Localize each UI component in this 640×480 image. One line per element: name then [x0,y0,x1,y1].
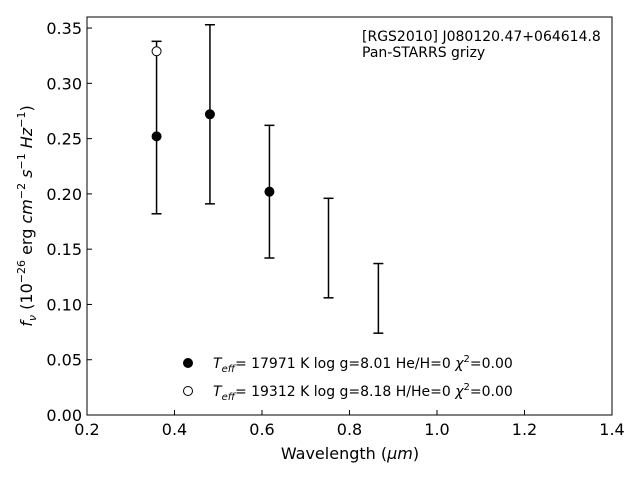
x-axis-label: Wavelength (μm) [281,444,419,463]
error-bars [151,23,384,334]
y-tick-label: 0.25 [46,130,82,149]
x-tick-label: 0.4 [162,420,187,439]
y-axis-label: fν (10−26 erg cm−2 s−1 Hz−1) [15,105,39,326]
y-tick-label: 0.05 [46,351,82,370]
y-tick-label: 0.30 [46,74,82,93]
legend-marker-filled [183,358,193,368]
y-tick-label: 0.35 [46,19,82,38]
x-tick-label: 1.2 [512,420,537,439]
x-tick-label: 0.6 [249,420,274,439]
x-tick-label: 0.8 [337,420,362,439]
x-tick-label: 1.4 [599,420,624,439]
y-tick-label: 0.20 [46,185,82,204]
y-tick-label: 0.00 [46,406,82,425]
x-tick-label: 1.0 [424,420,449,439]
error-bar [151,40,162,215]
y-tick-label: 0.10 [46,295,82,314]
legend-entry-1: Teff= 17971 K log g=8.01 He/H=0 χ2=0.00 [213,354,513,375]
y-axis-ticks: 0.00 0.05 0.10 0.15 0.20 0.25 0.30 0.35 [46,19,92,425]
model-point-open [151,46,162,57]
plot-area [86,16,613,416]
legend-entry-2: Teff= 19312 K log g=8.18 H/He=0 χ2=0.00 [213,382,513,403]
model-point-filled [151,131,162,142]
model-point-filled [264,186,275,197]
error-bar [373,262,384,334]
model-point-filled [204,109,215,120]
annotation-photometry: Pan-STARRS grizy [362,45,485,61]
error-bar [323,197,334,299]
y-tick-label: 0.15 [46,240,82,259]
x-axis-ticks: 0.2 0.4 0.6 0.8 1.0 1.2 1.4 [74,410,625,439]
annotation-object-name: [RGS2010] J080120.47+064614.8 [362,29,601,45]
legend-marker-open [183,386,193,396]
legend: Teff= 17971 K log g=8.01 He/H=0 χ2=0.00 … [183,354,513,403]
x-tick-label: 0.2 [74,420,99,439]
data-points [151,46,275,197]
